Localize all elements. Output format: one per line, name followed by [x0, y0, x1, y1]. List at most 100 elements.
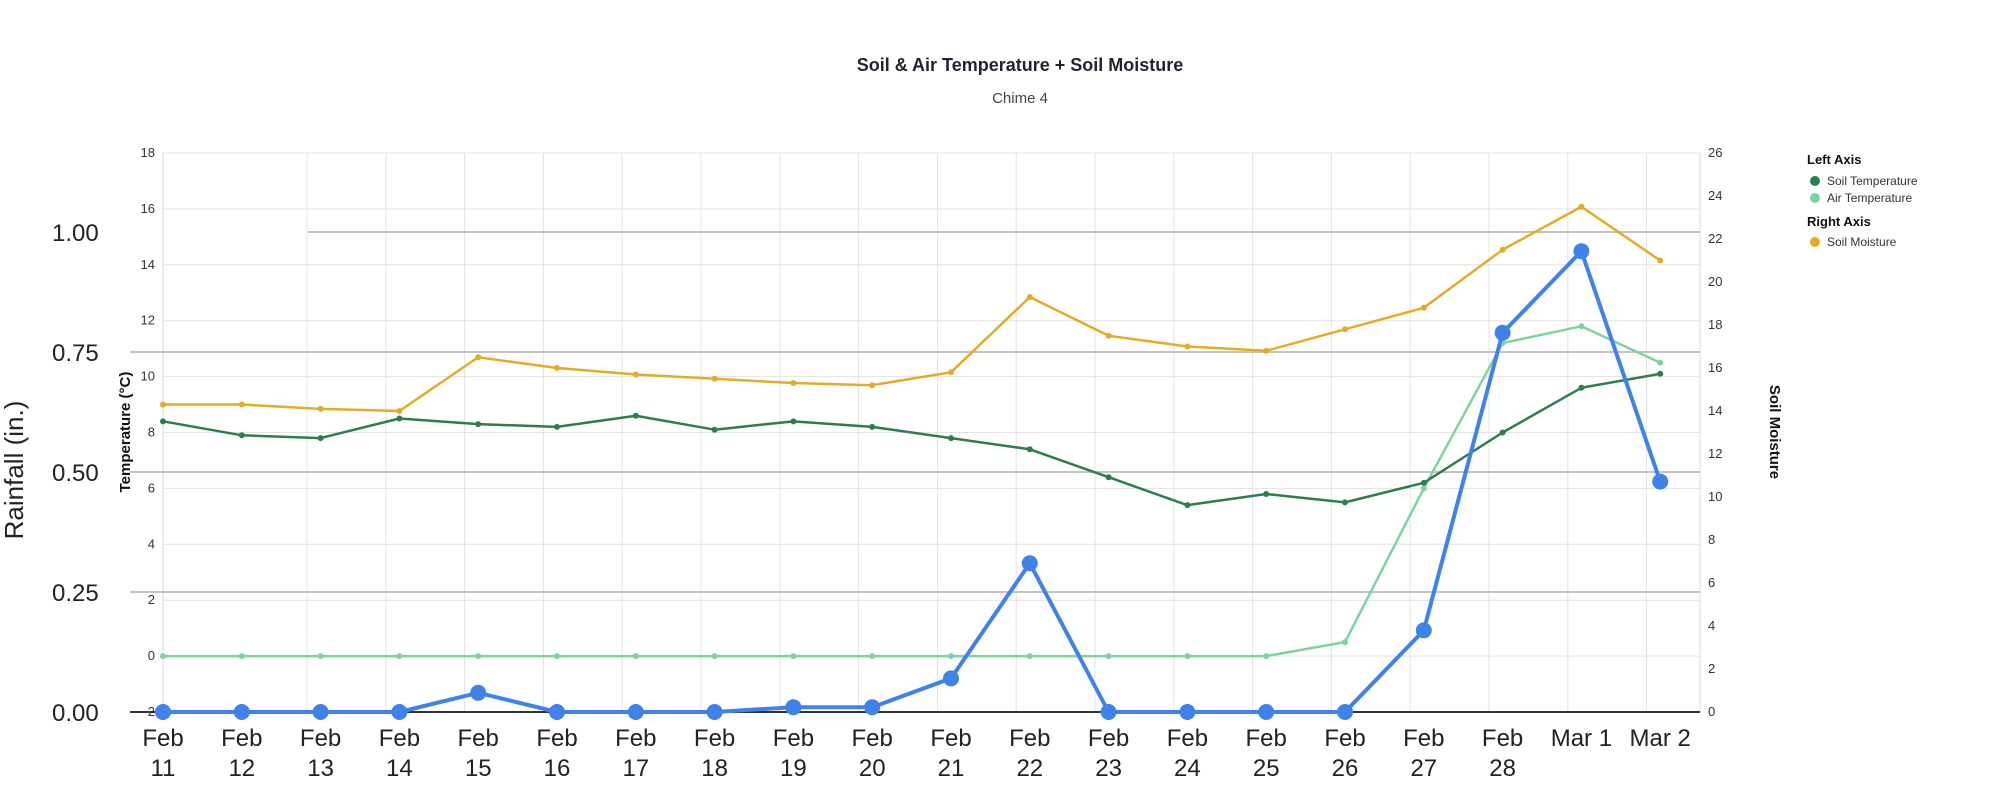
right-tick-label: 10	[1708, 489, 1722, 504]
air-temperature-point	[317, 653, 324, 660]
rainfall-point[interactable]	[1494, 324, 1511, 341]
rainfall-point[interactable]	[1021, 555, 1038, 572]
rainfall-point[interactable]	[1100, 704, 1117, 720]
chart-subtitle: Chime 4	[992, 90, 1048, 107]
soil-moisture-point	[1420, 304, 1427, 311]
rainfall-point[interactable]	[1573, 243, 1590, 260]
soil-temperature-point	[238, 432, 245, 439]
x-tick-label: Feb	[1167, 725, 1208, 752]
air-temperature-point	[711, 653, 718, 660]
rainfall-point[interactable]	[155, 704, 171, 720]
soil-moisture-point	[1342, 326, 1348, 333]
air-temperature-point	[238, 653, 245, 660]
x-tick-label: 17	[622, 755, 649, 782]
soil-moisture-point	[1657, 257, 1664, 264]
soil-moisture-point	[632, 371, 639, 378]
rainfall-point[interactable]	[943, 670, 959, 687]
x-tick-label: 20	[859, 755, 886, 782]
rainfall-point[interactable]	[1415, 622, 1432, 639]
x-tick-label: 23	[1095, 755, 1122, 782]
left-tick-label: 8	[148, 425, 155, 440]
rainfall-point[interactable]	[391, 704, 408, 720]
soil-moisture-point	[1026, 294, 1033, 301]
rainfall-point[interactable]	[233, 704, 250, 720]
left-tick-label: 2	[148, 592, 155, 607]
soil-moisture-point	[1105, 332, 1112, 339]
right-tick-label: 20	[1708, 274, 1722, 289]
rain-tick-label: 0.25	[52, 580, 99, 607]
soil-temperature-point	[790, 418, 797, 425]
legend-soil-temperature[interactable]: Soil Temperature	[1827, 174, 1918, 188]
rainfall-point[interactable]	[1179, 704, 1196, 720]
rainfall-point[interactable]	[864, 699, 881, 716]
air-temperature-line	[163, 325, 1661, 658]
left-tick-label: -2	[143, 704, 155, 719]
soil-temperature-point	[475, 421, 482, 428]
air-temperature-point	[1026, 653, 1033, 660]
x-tick-label: 27	[1410, 755, 1437, 782]
air-temperature-point	[948, 653, 954, 660]
air-temperature-point	[1263, 653, 1270, 660]
rainfall-point[interactable]	[785, 699, 802, 716]
soil-temperature-point	[632, 412, 639, 419]
soil-temperature-point	[1263, 490, 1270, 497]
x-tick-label: Feb	[930, 725, 971, 752]
soil-moisture-point	[869, 382, 876, 389]
x-tick-label: 19	[780, 755, 807, 782]
soil-temperature-point	[160, 418, 166, 425]
chart-title: Soil & Air Temperature + Soil Moisture	[857, 55, 1184, 75]
soil-moisture-point	[1184, 343, 1191, 350]
rainfall-point[interactable]	[1337, 704, 1353, 720]
x-tick-label: 25	[1253, 755, 1280, 782]
rainfall-point[interactable]	[549, 704, 565, 720]
left-tick-label: 6	[148, 480, 155, 495]
series-layer	[155, 203, 1669, 720]
air-temperature-point	[1657, 359, 1664, 366]
rain-tick-label: 0.75	[52, 340, 99, 367]
soil-temperature-point	[554, 423, 560, 430]
right-axis-label: Soil Moisture	[1766, 385, 1783, 479]
rainfall-line	[163, 249, 1663, 714]
x-tick-label: Feb	[1324, 725, 1365, 752]
x-tick-label: Feb	[615, 725, 656, 752]
rainfall-point[interactable]	[1652, 473, 1669, 490]
rainfall-point[interactable]	[627, 704, 644, 720]
air-temperature-point	[1342, 639, 1348, 646]
air-temperature-point	[160, 653, 166, 660]
air-temperature-point	[475, 653, 482, 660]
air-temperature-point	[1184, 653, 1191, 660]
soil-temperature-point	[1657, 370, 1664, 377]
left-axis-label: Temperature (°C)	[117, 372, 134, 493]
legend-soil-temperature-marker	[1810, 176, 1820, 186]
x-tick-label: Feb	[142, 725, 183, 752]
soil-temperature-point	[1578, 384, 1585, 391]
x-tick-label: Feb	[1246, 725, 1287, 752]
x-tick-label: Feb	[852, 725, 893, 752]
x-tick-label: 13	[307, 755, 334, 782]
right-tick-label: 4	[1708, 618, 1715, 633]
left-tick-label: 0	[148, 648, 155, 663]
rainfall-point[interactable]	[706, 704, 723, 720]
x-tick-label: Mar 2	[1630, 725, 1691, 752]
air-temperature-point	[632, 653, 639, 660]
x-tick-label: 14	[386, 755, 413, 782]
right-tick-label: 22	[1708, 231, 1722, 246]
soil-temperature-point	[1105, 474, 1112, 481]
legend-air-temperature[interactable]: Air Temperature	[1827, 191, 1912, 205]
x-tick-label: 18	[701, 755, 728, 782]
rainfall-point[interactable]	[1258, 704, 1275, 720]
soil-temperature-point	[1342, 499, 1348, 506]
right-tick-label: 14	[1708, 403, 1722, 418]
right-tick-label: 0	[1708, 704, 1715, 719]
right-tick-label: 8	[1708, 532, 1715, 547]
legend-soil-moisture[interactable]: Soil Moisture	[1827, 235, 1897, 249]
rainfall-point[interactable]	[470, 684, 487, 701]
soil-temperature-line	[162, 372, 1661, 507]
right-tick-label: 18	[1708, 317, 1722, 332]
rainfall-point[interactable]	[312, 704, 329, 720]
soil-temperature-point	[711, 426, 718, 433]
left-tick-label: 4	[148, 536, 155, 551]
x-axis-ticks: Feb 11 Feb 12 Feb 13 Feb 14 Feb 15 Feb 16 Feb 17 Feb 18…	[142, 725, 1691, 782]
legend-air-temperature-marker	[1810, 193, 1820, 203]
